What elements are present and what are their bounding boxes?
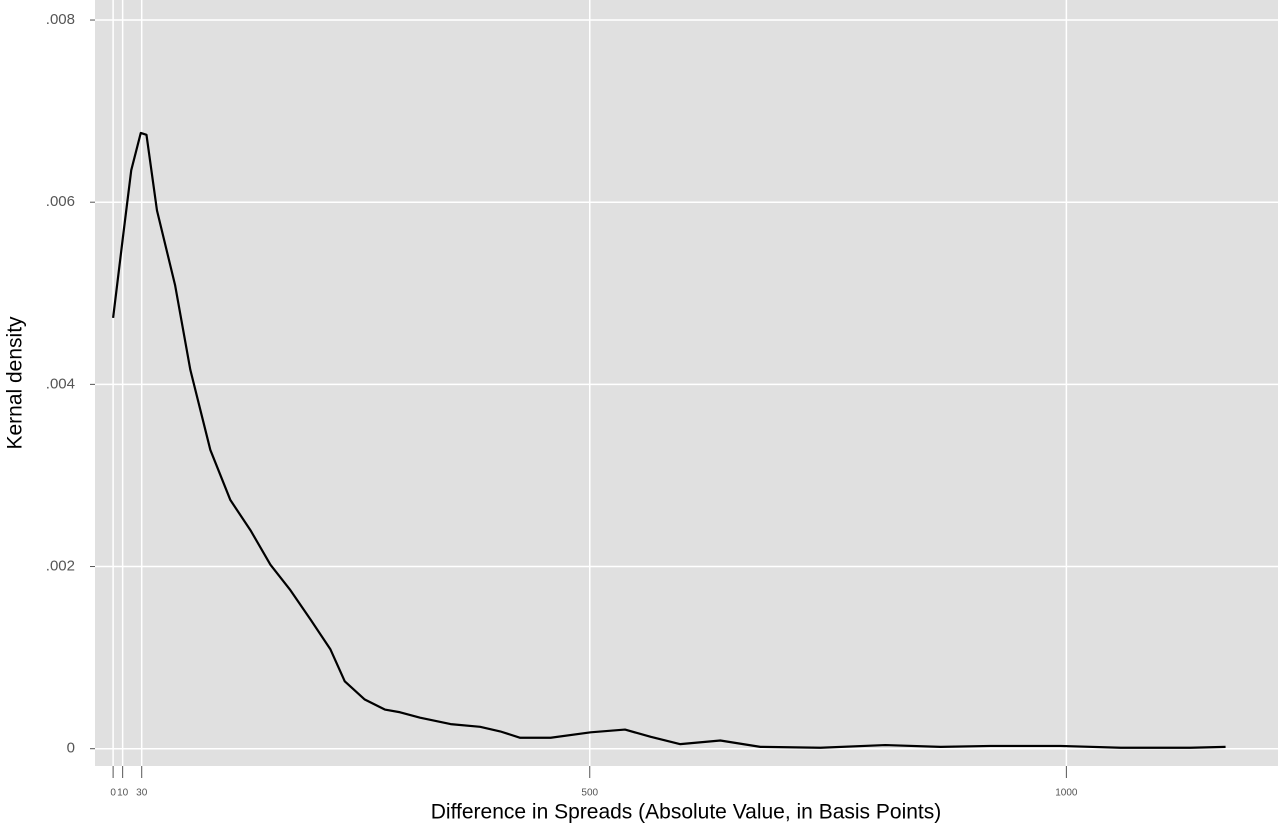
x-axis-title: Difference in Spreads (Absolute Value, i… bbox=[431, 801, 942, 824]
y-tick-label: .008 bbox=[46, 11, 75, 28]
x-tick-label: 1000 bbox=[1055, 788, 1078, 799]
y-tick-label: .002 bbox=[46, 557, 75, 574]
y-axis-title: Kernal density bbox=[4, 316, 27, 450]
x-tick-label: 30 bbox=[136, 788, 148, 799]
y-tick-label: .006 bbox=[46, 193, 75, 210]
x-tick-label: 0 bbox=[110, 788, 116, 799]
density-line bbox=[112, 131, 1226, 749]
y-tick-label: .004 bbox=[46, 375, 75, 392]
x-tick-label: 10 bbox=[117, 788, 129, 799]
x-tick-label: 500 bbox=[581, 788, 598, 799]
y-tick-label: 0 bbox=[67, 740, 75, 757]
plot-background bbox=[95, 0, 1278, 766]
